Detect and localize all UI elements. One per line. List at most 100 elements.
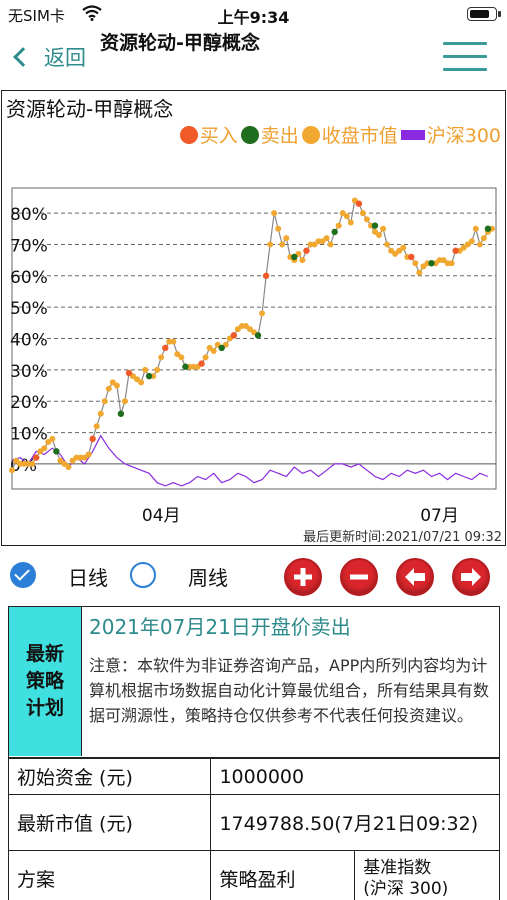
data-point [45, 438, 52, 445]
zoom-in-button[interactable] [284, 558, 322, 596]
daily-radio[interactable] [10, 562, 36, 588]
data-point [29, 460, 36, 467]
data-point [93, 423, 100, 430]
back-button[interactable]: 返回 [10, 40, 86, 74]
plan-label-line: 最新 [25, 643, 64, 665]
weekly-radio[interactable] [130, 562, 156, 588]
data-point [49, 435, 56, 442]
data-point [113, 382, 120, 389]
x-tick-label: 04月 [142, 506, 181, 526]
data-point [234, 326, 241, 333]
benchmark-line1: 基准指数 [363, 857, 432, 878]
data-point [380, 225, 387, 232]
minus-icon [350, 574, 368, 580]
data-point [65, 464, 72, 471]
buy-point [125, 369, 133, 377]
data-point [154, 366, 161, 373]
latest-plan: 最新 策略 计划 2021年07月21日开盘价卖出 注意：本软件为非证券咨询产品… [8, 606, 500, 758]
x-tick-label: 07月 [420, 506, 459, 526]
data-point [472, 225, 479, 232]
data-point [396, 247, 403, 254]
data-point [323, 235, 330, 242]
data-point [142, 366, 149, 373]
sell-point [428, 260, 435, 267]
data-point [9, 467, 15, 474]
data-point [392, 250, 399, 257]
data-point [69, 457, 76, 464]
table-row: 最新市值 (元) 1749788.50(7月21日09:32) [7, 794, 500, 851]
arrow-right-icon [461, 568, 481, 586]
data-point [41, 445, 48, 452]
table-row: 方案 策略盈利 基准指数 (沪深 300) [7, 850, 500, 900]
legend-label: 卖出 [260, 125, 299, 147]
hamburger-icon [443, 42, 487, 45]
table-row: 初始资金 (元) 1000000 [7, 758, 500, 795]
legend-swatch [400, 129, 425, 140]
battery-icon [467, 7, 501, 21]
chart-title: 资源轮动-甲醇概念 [6, 97, 174, 121]
buy-point [262, 272, 270, 279]
legend-item: 沪深300 [400, 121, 501, 148]
initial-capital-label: 初始资金 (元) [7, 758, 212, 795]
y-tick-label: 70% [10, 236, 48, 256]
buy-point [162, 344, 169, 352]
summary-table: 初始资金 (元) 1000000 最新市值 (元) 1749788.50(7月2… [7, 758, 500, 900]
legend-swatch [179, 125, 198, 144]
plan-label: 最新 策略 计划 [9, 607, 82, 756]
data-point [97, 410, 104, 417]
data-point [61, 460, 68, 467]
daily-label[interactable]: 日线 [68, 566, 108, 590]
data-point [283, 235, 290, 242]
buy-point [198, 360, 205, 367]
data-point [464, 241, 471, 248]
disclaimer-note: 注意：本软件为非证券咨询产品，APP内所列内容均为计算机根据市场数据自动化计算最… [89, 656, 490, 725]
menu-button[interactable] [443, 42, 487, 72]
data-point [81, 454, 88, 461]
y-tick-label: 80% [10, 205, 48, 225]
data-point [202, 354, 209, 361]
data-point [376, 232, 383, 239]
buy-point [452, 247, 459, 254]
data-point [170, 338, 177, 345]
data-point [279, 241, 286, 248]
data-point [412, 260, 419, 267]
buy-point [230, 332, 238, 339]
data-point [363, 216, 370, 223]
weekly-label[interactable]: 周线 [188, 566, 228, 590]
data-point [246, 326, 253, 333]
data-point [319, 238, 326, 245]
wifi-icon [82, 5, 102, 25]
legend-swatch [240, 125, 259, 144]
data-point [299, 257, 306, 264]
zoom-out-button[interactable] [340, 558, 378, 596]
data-point [134, 376, 141, 383]
y-tick-label: 30% [10, 362, 48, 382]
data-point [311, 241, 318, 248]
data-point [259, 310, 266, 317]
legend-item: 卖出 [240, 121, 299, 148]
data-point [267, 241, 274, 248]
legend-item: 收盘市值 [301, 121, 398, 148]
data-point [327, 241, 334, 248]
legend-label: 买入 [199, 125, 238, 147]
series-line [11, 434, 489, 487]
nav-bar: 返回 资源轮动-甲醇概念 [0, 28, 507, 86]
data-point [343, 213, 350, 220]
data-point [138, 379, 145, 386]
page-title: 资源轮动-甲醇概念 [100, 32, 260, 54]
sell-point [371, 222, 379, 229]
data-point [420, 263, 427, 270]
buy-point [89, 435, 96, 443]
scroll-left-button[interactable] [396, 558, 434, 596]
latest-value-label: 最新市值 (元) [7, 794, 212, 851]
buy-point [408, 253, 415, 261]
chart-controls: 日线 周线 [0, 548, 507, 604]
legend-item: 买入 [179, 121, 238, 148]
chevron-left-icon [13, 47, 33, 67]
scroll-right-button[interactable] [452, 558, 490, 596]
data-point [339, 210, 346, 217]
data-point [206, 344, 213, 351]
data-point [388, 247, 395, 254]
data-point [416, 269, 423, 276]
